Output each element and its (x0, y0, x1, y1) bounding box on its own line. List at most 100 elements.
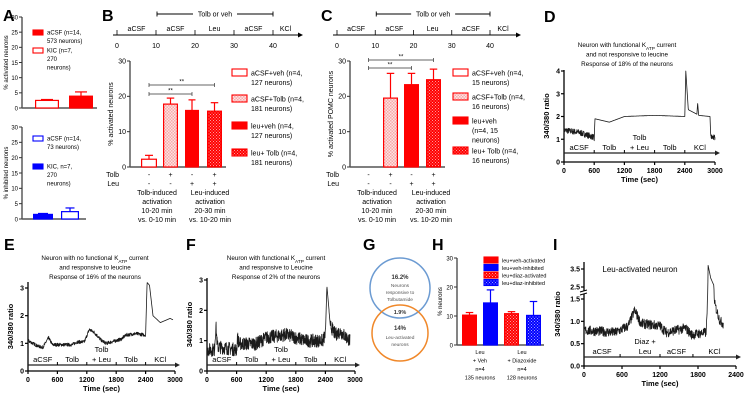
legend-label: KIC, n=7, (47, 165, 73, 171)
legend-label: 270 (47, 173, 58, 179)
timeline-segment-label: aCSF (128, 26, 146, 33)
subscript-atp: ATP (118, 259, 127, 265)
group-caption: vs. 10-20 min (410, 217, 452, 224)
x-tick-label: 1800 (647, 168, 663, 175)
x-tick-label: 0 (582, 372, 586, 379)
group-caption: activation (195, 199, 225, 206)
x-tick-label: 2400 (728, 372, 744, 379)
period-label: aCSF (212, 355, 232, 364)
timeline-tick-label: 10 (152, 43, 160, 50)
chart-title-line: Response of 2% of the neurons (232, 274, 320, 281)
legend-swatch (483, 278, 499, 287)
y-tick-label: 3 (199, 278, 203, 285)
legend-label: aCSF+veh (n=4, (472, 71, 523, 78)
timeline-segment-label: aCSF (245, 26, 263, 33)
legend-label: 181 neurons) (251, 160, 292, 167)
axis-break-mark (579, 292, 588, 296)
legend-label: 127 neurons) (251, 133, 292, 140)
group-caption: Leu-induced (191, 190, 230, 197)
period-label: Tolb (65, 355, 79, 364)
x-tick-label: 1200 (79, 377, 95, 384)
venn-circle-tolbutamide (369, 257, 431, 319)
x-tick-label: 2400 (138, 377, 154, 384)
chart-title-line: and responsive to leucine (59, 265, 131, 272)
legend-label: 127 neurons) (251, 80, 292, 87)
y-tick-label: 3 (20, 286, 24, 293)
legend-label: neurons) (47, 66, 71, 72)
bar-acsf-tolb (383, 97, 399, 168)
legend-label: 573 neurons) (47, 39, 82, 45)
tolb-sign: - (367, 172, 370, 179)
group-caption: 10-20 min (141, 208, 172, 215)
treatment-bracket-label: Tolb or veh (198, 12, 232, 19)
legend-label: leu+ Tolb (n=4, (251, 151, 297, 158)
y-axis-label: 340/380 ratio (6, 303, 15, 349)
period-label: aCSF (570, 143, 590, 152)
title-text: current (655, 42, 677, 49)
axis-break (580, 291, 588, 294)
y-tick-label: 2.5 (570, 285, 580, 292)
period-label: Tolb (663, 143, 677, 152)
legend-label: leu+diaz-activated (502, 274, 547, 280)
title-text: Neuron with no functional K (41, 255, 119, 262)
bar-leu-veh (185, 109, 200, 168)
bar-acsf (60, 211, 79, 220)
legend-label: aCSF (n=14, (47, 137, 82, 143)
x-tick-label: 600 (588, 168, 600, 175)
venn-set-label: neurons (391, 342, 409, 348)
panel-label-g: G (363, 237, 375, 254)
group-caption: vs. 0-10 min (138, 217, 176, 224)
y-tick-label: 1 (199, 338, 203, 345)
x-tick-label: 1800 (288, 377, 304, 384)
period-label: Tolb (95, 345, 109, 354)
legend-label: 181 neurons) (251, 106, 292, 113)
venn-set-label: Neurons (391, 283, 410, 289)
legend-swatch (32, 29, 44, 36)
legend-label: KIC (n=7, (47, 49, 73, 55)
y-tick-label: 1.5 (570, 297, 580, 304)
chart-title-line: Leu-activated neuron (602, 265, 677, 274)
legend-label: 16 neurons) (472, 104, 509, 111)
x-tick-label: 2400 (677, 168, 693, 175)
leu-sign: - (389, 181, 392, 188)
bar-kic (32, 213, 53, 220)
period-label: + Leu (92, 355, 111, 364)
period-label: KCl (334, 355, 346, 364)
y-tick-label: 0 (15, 217, 19, 223)
y-axis-label: 340/380 ratio (553, 291, 562, 337)
y-tick-label: 10 (11, 187, 18, 193)
calcium-trace (583, 265, 724, 340)
arrow-head-icon (736, 354, 741, 360)
timeline-tick-label: 0 (115, 43, 119, 50)
y-tick-label: 15 (11, 171, 18, 177)
group-caption: vs. 0-10 min (358, 217, 396, 224)
row-label-leu: Leu (327, 181, 339, 188)
y-axis-label: 340/380 ratio (542, 93, 551, 139)
y-tick-label: 1 (556, 137, 560, 144)
timeline-segment-label: aCSF (347, 26, 365, 33)
legend-label: 15 neurons) (472, 80, 509, 87)
calcium-trace (563, 70, 716, 142)
legend-swatch (32, 47, 44, 54)
y-tick-label: 15 (11, 61, 18, 67)
calcium-trace (206, 286, 351, 357)
timeline-tick-label: 20 (191, 43, 199, 50)
bar-leu-veh-activated (462, 314, 478, 346)
timeline-segment-label: aCSF (167, 26, 185, 33)
legend-swatch (452, 146, 469, 155)
legend-swatch (452, 68, 469, 77)
y-tick-label: 2 (556, 114, 560, 121)
timeline-arrow-icon (516, 32, 521, 38)
x-axis-label: Time (sec) (83, 384, 120, 393)
x-tick-label: 0 (26, 377, 30, 384)
chart-title-line: Neuron with no functional KATP current (41, 255, 148, 265)
tolb-sign: + (212, 172, 216, 179)
group-caption: + Veh (473, 359, 487, 365)
group-caption: 135 neurons (465, 376, 496, 382)
x-tick-label: 1800 (108, 377, 124, 384)
bar-acsf (68, 95, 93, 109)
group-caption: Tolb-induced (137, 190, 177, 197)
timeline-segment-label: Leu (427, 26, 439, 33)
panel-label-b: B (102, 8, 114, 25)
